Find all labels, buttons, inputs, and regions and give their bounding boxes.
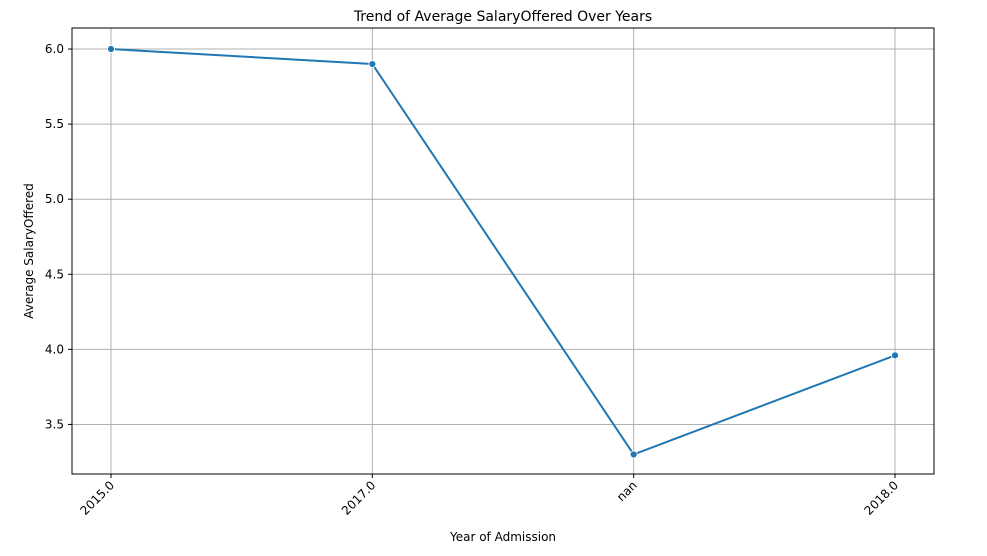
x-tick-label: nan: [614, 478, 640, 504]
y-tick-label: 4.5: [45, 267, 64, 281]
y-tick-label: 5.5: [45, 117, 64, 131]
x-tick-label: 2017.0: [339, 478, 379, 518]
y-tick-label: 3.5: [45, 417, 64, 431]
series-line: [110, 48, 896, 456]
y-axis-label: Average SalaryOffered: [22, 183, 36, 319]
axes-frame: [71, 27, 935, 475]
data-point: [629, 450, 638, 459]
y-tick-label: 4.0: [45, 342, 64, 356]
y-tick-label: 6.0: [45, 42, 64, 56]
grid-lines: [72, 28, 934, 474]
y-tick-label: 5.0: [45, 192, 64, 206]
x-axis-label: Year of Admission: [449, 530, 556, 544]
data-point: [368, 60, 377, 68]
x-tick-label: 2015.0: [78, 478, 118, 518]
x-tick-label: 2018.0: [862, 478, 902, 518]
series-layer: [107, 45, 899, 459]
data-point: [891, 351, 899, 360]
chart-title: Trend of Average SalaryOffered Over Year…: [353, 9, 652, 25]
y-axis: 3.5 4.0 4.5 5.0 5.5 6.0: [45, 42, 72, 431]
data-point: [107, 45, 115, 53]
x-axis: 2015.0 2017.0 nan 2018.0: [78, 474, 902, 518]
